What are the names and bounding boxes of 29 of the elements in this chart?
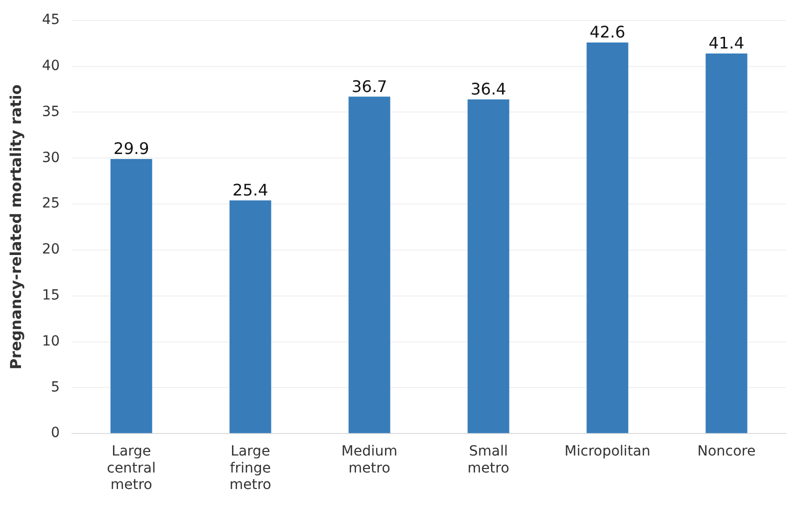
y-tick-label: 10 [42,333,60,350]
x-tick-label: Large fringe metro [229,444,272,494]
y-tick-label: 30 [42,150,60,166]
bar [348,96,390,434]
data-label: 36.4 [470,80,506,99]
y-tick-label: 15 [42,288,60,304]
x-tick-label: Micropolitan [564,444,650,460]
y-tick-label: 40 [42,58,60,74]
bar [468,99,510,434]
bar [706,53,748,434]
bar [586,42,628,434]
y-tick-label: 45 [42,12,60,28]
x-tick-label: Small metro [468,444,510,476]
y-tick-label: 0 [50,425,60,442]
bar [110,159,152,434]
data-label: 25.4 [232,180,268,200]
y-tick-label: 20 [42,242,60,258]
bar [230,200,272,434]
y-tick-label: 25 [42,196,60,212]
y-tick-label: 5 [50,379,60,396]
data-label: 29.9 [114,139,150,158]
x-tick-label: Medium metro [341,444,398,476]
y-tick-label: 35 [42,104,60,120]
x-tick-label: Large central metro [106,444,156,494]
data-label: 36.7 [352,76,388,96]
y-axis-title: Pregnancy-related mortality ratio [6,84,25,370]
x-tick-label: Noncore [697,444,756,460]
data-label: 42.6 [590,22,626,42]
data-label: 41.4 [708,34,744,53]
